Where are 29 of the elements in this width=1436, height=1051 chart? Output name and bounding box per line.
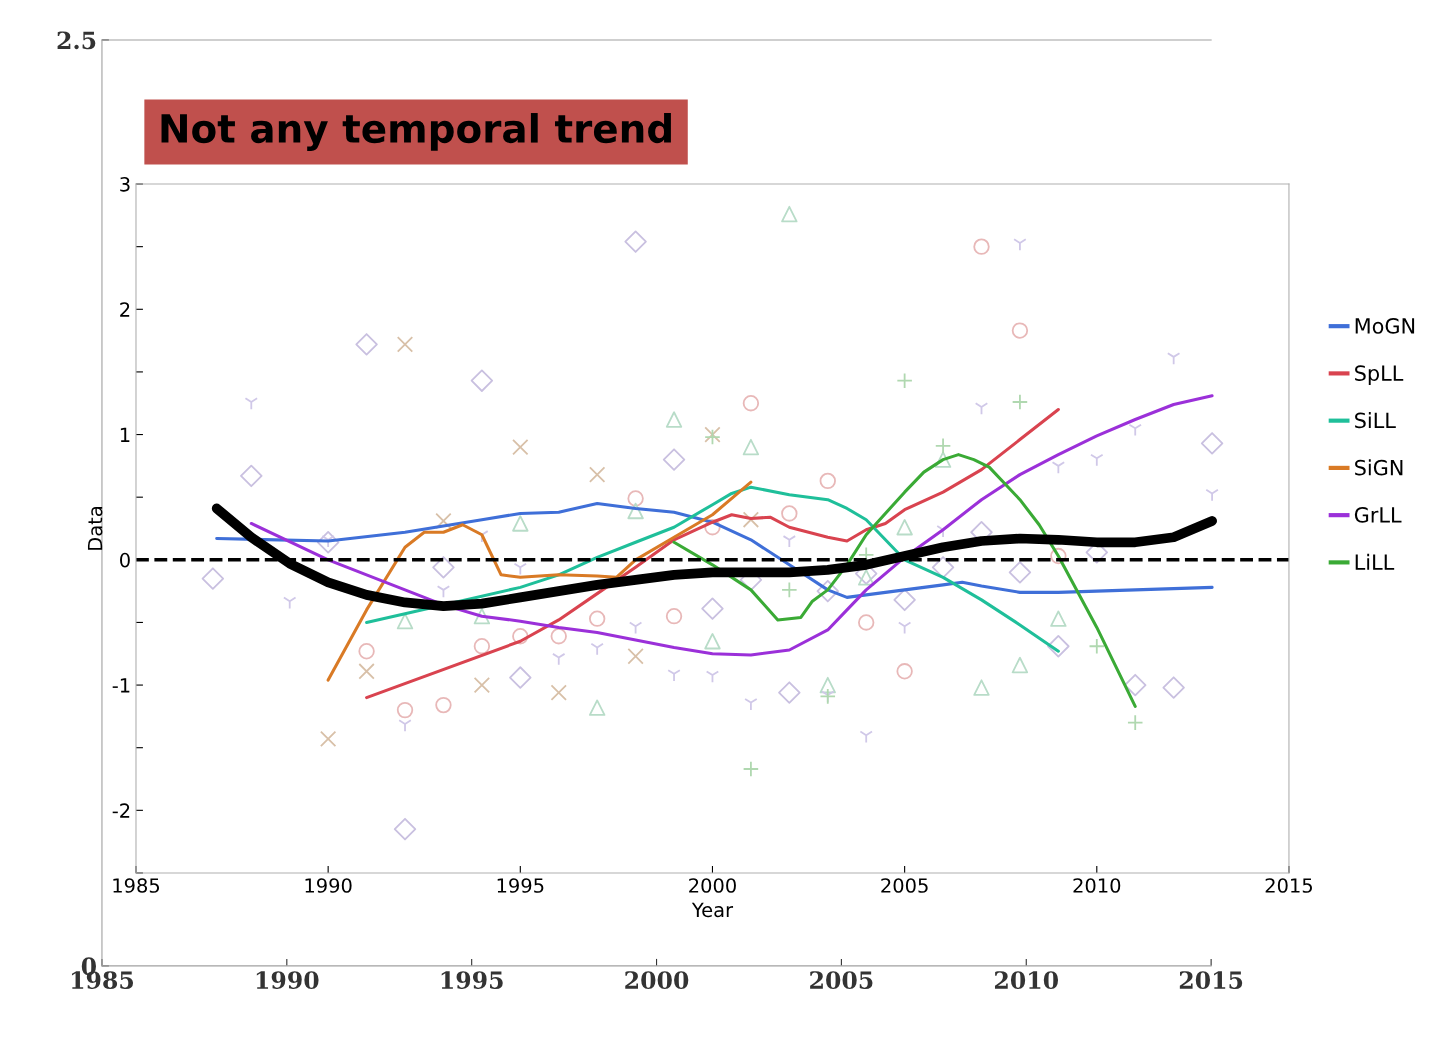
chart-title: Not any temporal trend bbox=[161, 113, 671, 151]
y-tick-label: -2 bbox=[112, 803, 130, 818]
x-tick-label: 2005 bbox=[881, 878, 928, 893]
legend-label: GrLL bbox=[1354, 506, 1402, 523]
y-tick-label: 0 bbox=[120, 552, 130, 568]
x-tick-label: 1990 bbox=[305, 878, 352, 893]
x-tick-label: 1990 bbox=[256, 971, 319, 990]
x-tick-label: 2015 bbox=[1179, 971, 1243, 990]
x-tick-label: 1995 bbox=[441, 971, 503, 990]
x-tick-label: 2000 bbox=[689, 878, 736, 893]
x-tick-label: 1995 bbox=[497, 878, 544, 893]
x-tick-label: 2010 bbox=[994, 971, 1059, 990]
y-axis-title: Data bbox=[87, 507, 103, 550]
legend-label: LiLL bbox=[1355, 553, 1395, 570]
y-tick-label: -1 bbox=[112, 678, 130, 693]
legend-label: SpLL bbox=[1355, 365, 1404, 386]
x-tick-label: 2010 bbox=[1073, 878, 1121, 893]
y-tick-label: 2 bbox=[120, 302, 130, 317]
y-tick-label: 3 bbox=[120, 176, 130, 192]
x-axis-title: Year bbox=[691, 902, 734, 918]
x-tick-label: 2015 bbox=[1265, 878, 1312, 893]
x-tick-label: 2005 bbox=[810, 971, 873, 990]
legend-label: SiLL bbox=[1355, 412, 1396, 429]
x-tick-label: 2000 bbox=[625, 971, 689, 990]
y-tick-label: 2.5 bbox=[57, 31, 96, 50]
legend-label: SiGN bbox=[1355, 459, 1403, 476]
y-tick-label: 1 bbox=[120, 427, 130, 442]
x-tick-label: 1985 bbox=[113, 878, 160, 893]
legend-label: MoGN bbox=[1355, 317, 1415, 334]
